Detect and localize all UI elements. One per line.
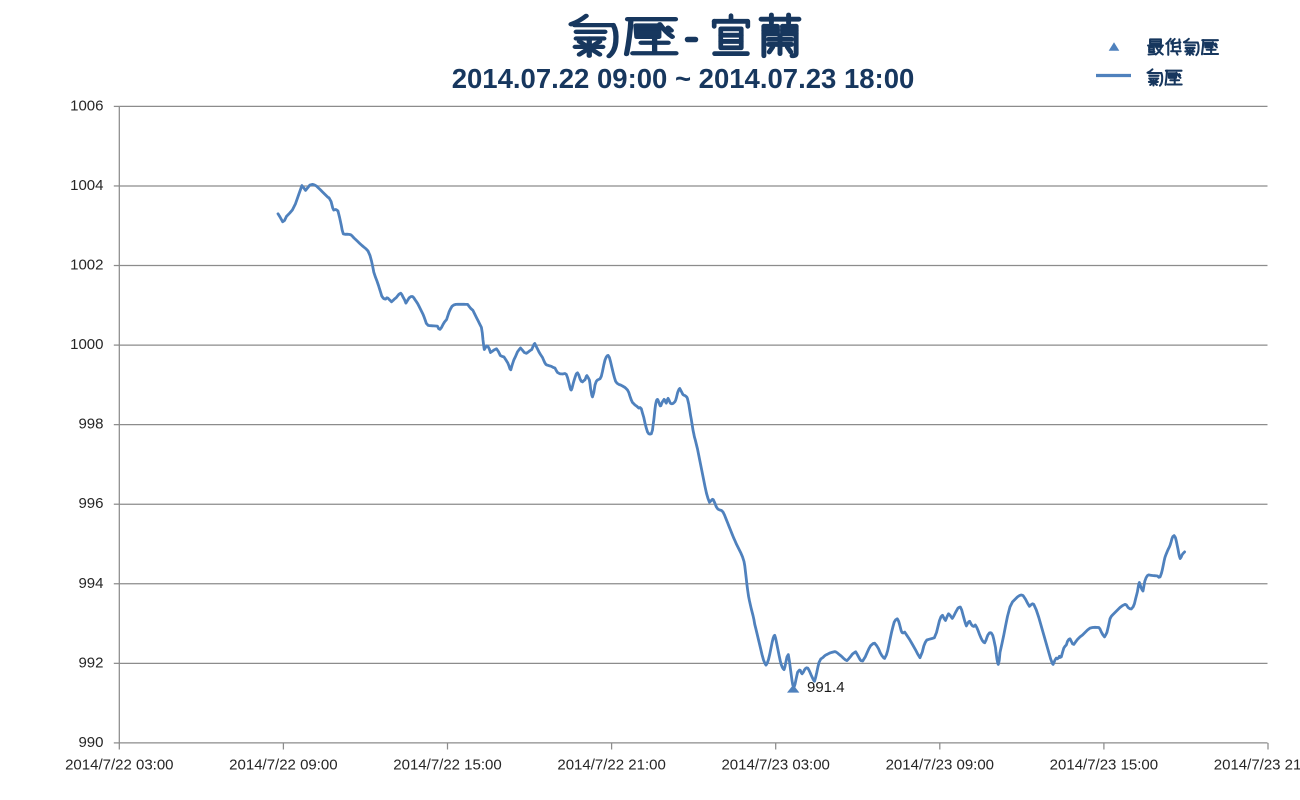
svg-text:990: 990 xyxy=(78,734,103,751)
svg-text:998: 998 xyxy=(78,416,103,433)
svg-text:992: 992 xyxy=(78,654,103,671)
svg-text:2014.07.22 09:00 ~ 2014.07.23: 2014.07.22 09:00 ~ 2014.07.23 18:00 xyxy=(452,63,915,94)
svg-text:2014/7/23 03:00: 2014/7/23 03:00 xyxy=(721,757,829,774)
svg-text:2014/7/22 21:00: 2014/7/22 21:00 xyxy=(557,757,665,774)
svg-text:2014/7/23 09:00: 2014/7/23 09:00 xyxy=(886,757,994,774)
svg-text:991.4: 991.4 xyxy=(807,679,845,696)
svg-text:1000: 1000 xyxy=(70,336,103,353)
svg-text:996: 996 xyxy=(78,495,103,512)
svg-text:2014/7/22 09:00: 2014/7/22 09:00 xyxy=(229,757,337,774)
svg-text:1006: 1006 xyxy=(70,97,103,114)
svg-text:2014/7/23 21:00: 2014/7/23 21:00 xyxy=(1214,757,1300,774)
svg-text:994: 994 xyxy=(78,575,103,592)
svg-text:2014/7/22 15:00: 2014/7/22 15:00 xyxy=(393,757,501,774)
svg-text:2014/7/23 15:00: 2014/7/23 15:00 xyxy=(1050,757,1158,774)
svg-text:1002: 1002 xyxy=(70,257,103,274)
svg-text:1004: 1004 xyxy=(70,177,103,194)
svg-text:2014/7/22 03:00: 2014/7/22 03:00 xyxy=(65,757,173,774)
